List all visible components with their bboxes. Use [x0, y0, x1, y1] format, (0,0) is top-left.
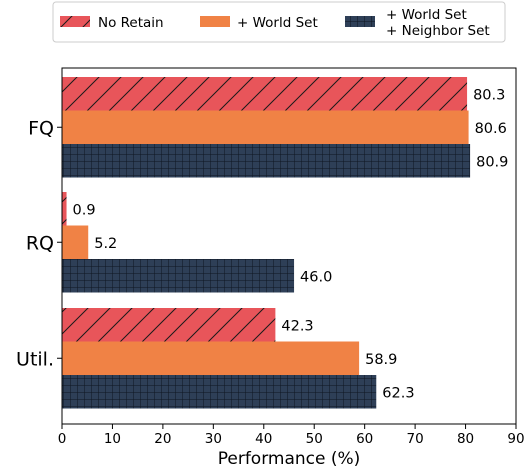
x-tick-label: 60: [356, 431, 373, 447]
value-label: 80.6: [475, 121, 507, 137]
bar-util-series-0: [62, 308, 276, 342]
bar-rq-series-1: [62, 225, 89, 259]
value-label: 80.9: [476, 154, 508, 170]
x-tick-label: 50: [306, 431, 323, 447]
legend-box: [52, 1, 506, 43]
x-tick-label: 70: [407, 431, 424, 447]
x-tick-label: 10: [104, 431, 121, 447]
value-label: 80.3: [473, 87, 505, 103]
x-axis: 0 10 20 30 40 50 60 70 80 90: [58, 424, 525, 447]
bars: [62, 77, 471, 409]
value-label: 42.3: [281, 318, 313, 334]
x-tick-label: 40: [255, 431, 272, 447]
x-tick-label: 0: [58, 431, 67, 447]
x-tick-label: 90: [507, 431, 524, 447]
bar-fq-series-1: [62, 110, 469, 144]
bar-fq-series-0: [62, 77, 468, 111]
x-tick-label: 80: [457, 431, 474, 447]
bar-util-series-1: [62, 341, 360, 375]
bar-fq-series-2: [62, 144, 471, 178]
plot-frame: [61, 67, 517, 425]
value-label: 0.9: [73, 202, 96, 218]
x-tick-label: 30: [205, 431, 222, 447]
bar-rq-series-0: [62, 192, 67, 226]
legend-label: + Neighbor Set: [386, 23, 490, 39]
value-label: 5.2: [94, 236, 117, 252]
value-labels: 80.3 80.6 80.9 0.9 5.2 46.0 42.3 58.9 62.3: [73, 87, 509, 401]
y-tick-label: Util.: [16, 348, 54, 370]
y-tick-label: RQ: [26, 232, 54, 254]
x-tick-label: 20: [154, 431, 171, 447]
x-axis-label: Performance (%): [218, 449, 361, 469]
value-label: 58.9: [365, 352, 397, 368]
value-label: 46.0: [300, 269, 332, 285]
bar-util-series-2: [62, 375, 377, 409]
legend-swatch-1: [200, 16, 230, 27]
value-label: 62.3: [382, 385, 414, 401]
y-tick-label: FQ: [28, 117, 54, 139]
legend-swatch-0: [60, 16, 90, 27]
legend-label: + World Set: [386, 7, 467, 23]
legend: No Retain + World Set + World Set+ Neighbo…: [52, 1, 506, 43]
legend-label: + World Set: [237, 15, 318, 31]
y-axis: FQ RQ Util.: [16, 117, 62, 370]
bar-rq-series-2: [62, 259, 295, 293]
legend-label: No Retain: [98, 15, 164, 31]
legend-swatch-2: [345, 16, 375, 27]
